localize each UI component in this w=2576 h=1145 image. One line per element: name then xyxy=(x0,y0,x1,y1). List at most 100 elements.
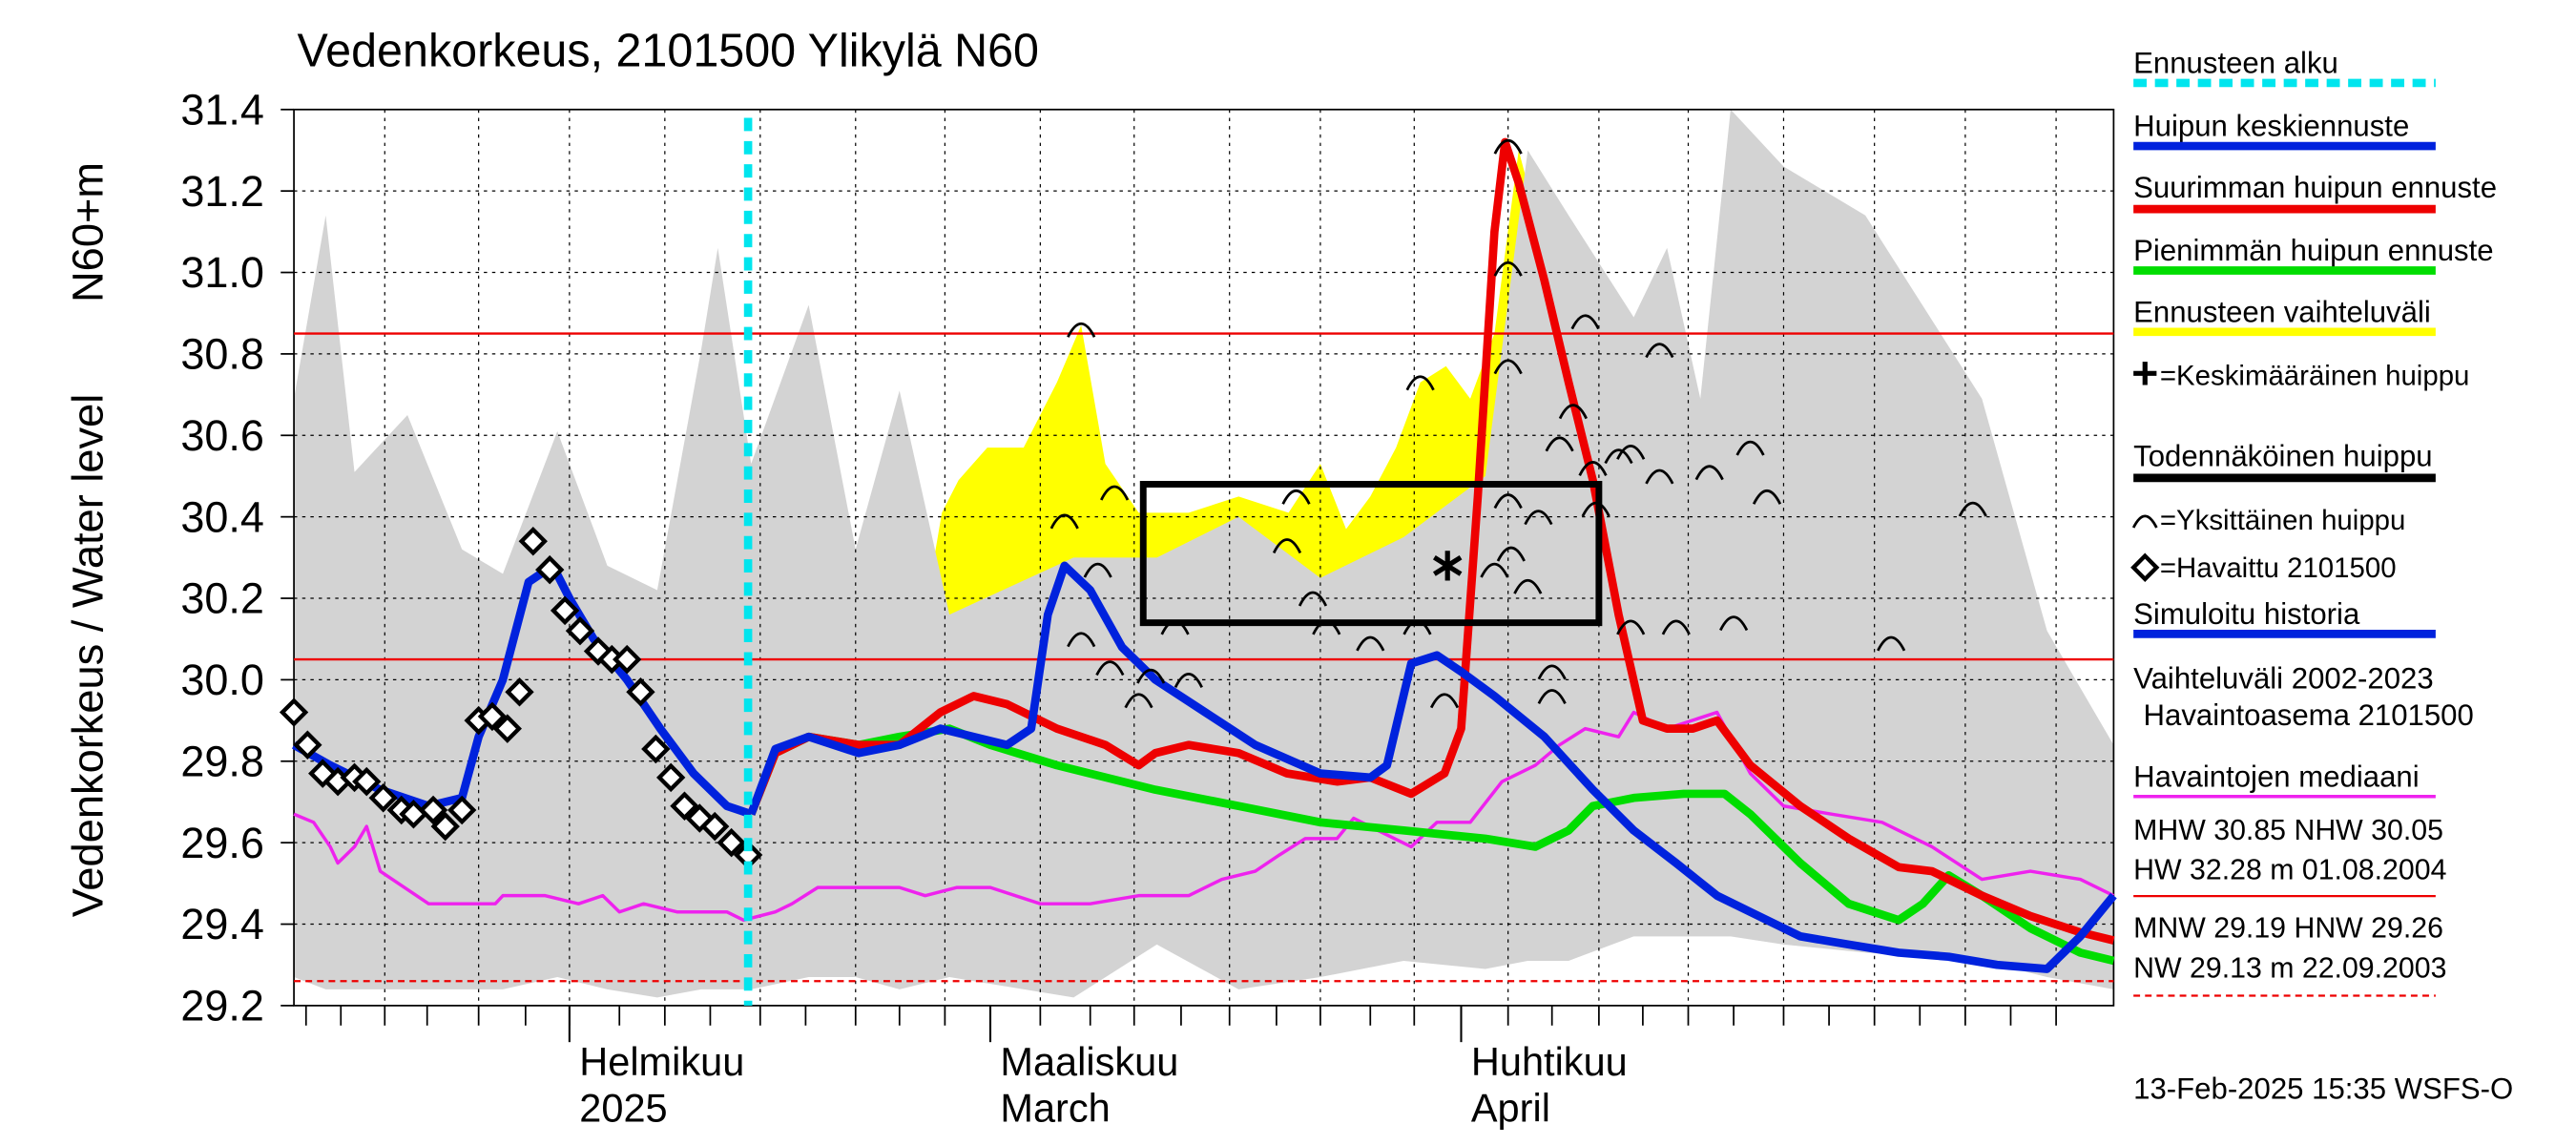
peak-arc xyxy=(1513,578,1543,594)
peak-arc xyxy=(1694,465,1724,481)
legend: Ennusteen alku Huipun keskiennuste Suurimm… xyxy=(2130,46,2497,997)
series-line xyxy=(747,561,2117,973)
series-line xyxy=(747,137,2115,945)
observed-point xyxy=(656,762,686,793)
lines xyxy=(291,137,2117,973)
legend-symbol xyxy=(2131,514,2158,529)
y-tick-label: 30.8 xyxy=(180,329,264,378)
legend-symbol xyxy=(2130,552,2160,583)
legend-label: =Keskimääräinen huippu xyxy=(2160,360,2470,391)
observed-point xyxy=(626,677,655,707)
peak-arc xyxy=(1752,489,1782,505)
peak-arc xyxy=(1429,693,1460,709)
observed-point xyxy=(583,636,613,666)
peak-arc xyxy=(1095,660,1125,677)
legend-label: Havaintojen mediaani xyxy=(2133,760,2420,793)
observed-point xyxy=(477,701,508,732)
observed-point xyxy=(612,644,642,675)
peak-arc xyxy=(1083,562,1112,578)
series-line xyxy=(293,710,2115,923)
y-tick-label: 31.0 xyxy=(180,248,264,297)
peak-arc xyxy=(1558,404,1588,420)
x-tick-label: April xyxy=(1471,1086,1550,1131)
y-tick-label: 29.6 xyxy=(180,819,264,867)
stats-text: NW 29.13 m 22.09.2003 xyxy=(2133,952,2446,984)
legend-label: Suurimman huipun ennuste xyxy=(2133,171,2497,204)
observed-point xyxy=(492,714,522,743)
peak-arc xyxy=(1524,510,1553,526)
y-tick-label: 30.4 xyxy=(180,492,264,541)
peak-arc xyxy=(1877,635,1906,652)
legend-label: Ennusteen vaihteluväli xyxy=(2133,295,2431,328)
peak-arc xyxy=(1496,546,1526,562)
peak-arc xyxy=(1537,664,1567,680)
x-tick-label: Helmikuu xyxy=(579,1039,744,1084)
observed-point xyxy=(293,730,322,760)
peak-arc xyxy=(1719,615,1749,632)
y-tick-label: 29.8 xyxy=(180,737,264,785)
peak-arc xyxy=(1604,448,1633,465)
grid xyxy=(280,108,2115,1043)
plot-area: 29.2 29.4 29.6 29.8 30.0 30.2 30.4 30.6 30.8 31.0… xyxy=(180,85,2117,1131)
peak-arc xyxy=(1049,513,1079,530)
observed-point xyxy=(565,615,595,646)
observed-point xyxy=(535,554,565,585)
y-tick-label: 30.6 xyxy=(180,411,264,460)
observed-point xyxy=(550,595,580,626)
peak-arc xyxy=(1581,501,1610,517)
peak-arc xyxy=(1067,322,1096,338)
footer: 13-Feb-2025 15:35 WSFS-O xyxy=(2133,1072,2513,1105)
legend-label: Pienimmän huipun ennuste xyxy=(2133,234,2493,267)
x-tick-label: Maaliskuu xyxy=(1000,1039,1178,1084)
observed-point xyxy=(352,766,382,797)
peak-arc xyxy=(1480,562,1509,578)
probable-peak-box xyxy=(1139,481,1603,627)
x-tick-label: 2025 xyxy=(579,1086,667,1131)
legend-symbol xyxy=(2133,362,2157,385)
peak-arc xyxy=(1136,668,1166,684)
legend-label: =Yksittäinen huippu xyxy=(2160,505,2406,536)
mean-peak-star xyxy=(1432,551,1463,581)
x-tick-label: Huhtikuu xyxy=(1471,1039,1628,1084)
peak-arc xyxy=(1735,440,1765,456)
observed-point xyxy=(447,795,477,825)
x-tick-label: March xyxy=(1000,1086,1110,1131)
peak-arc xyxy=(1272,538,1302,554)
peak-arc xyxy=(1958,501,1987,517)
observed-point xyxy=(368,782,398,813)
peak-arc xyxy=(1570,314,1600,330)
legend-label: Simuloitu historia xyxy=(2133,597,2360,631)
peak-arc xyxy=(1124,693,1153,709)
peak-arc xyxy=(1100,485,1130,501)
peak-arc xyxy=(1067,632,1096,648)
y-tick-label: 29.2 xyxy=(180,981,264,1030)
y-tick-label: 31.4 xyxy=(180,85,264,134)
peak-arc xyxy=(1493,138,1523,155)
peak-arc xyxy=(1616,445,1646,460)
observed-point xyxy=(418,795,448,825)
peak-arc xyxy=(1493,493,1523,510)
observed-point xyxy=(670,791,699,821)
peak-arc xyxy=(1645,468,1674,485)
peak-arc xyxy=(1578,461,1608,476)
peak-arc xyxy=(1298,591,1328,607)
y-tick-label: 31.2 xyxy=(180,167,264,216)
peak-arc xyxy=(1312,619,1341,635)
peak-arc xyxy=(1402,619,1432,635)
y-tick-label: 30.0 xyxy=(180,656,264,704)
observed-point xyxy=(700,811,730,842)
peak-arc xyxy=(1493,260,1523,277)
observed-point xyxy=(279,697,309,727)
peak-arc xyxy=(1405,375,1435,391)
chart-title: Vedenkorkeus, 2101500 Ylikylä N60 xyxy=(298,25,1039,76)
peak-arc xyxy=(1645,343,1674,359)
stats-text: HW 32.28 m 01.08.2004 xyxy=(2133,855,2446,886)
peak-arc xyxy=(1174,673,1203,688)
legend-label: Havaintoasema 2101500 xyxy=(2144,698,2474,732)
observed-point xyxy=(717,827,746,858)
y-axis-label: Vedenkorkeus / Water level xyxy=(63,394,112,918)
peak-arc xyxy=(1545,436,1574,452)
peak-arc xyxy=(1493,359,1523,375)
